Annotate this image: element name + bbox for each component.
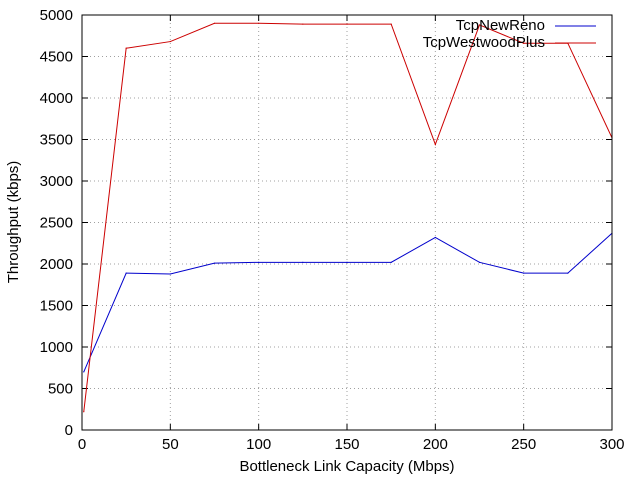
data-point-tcpnewreno — [83, 371, 85, 373]
x-tick-label: 0 — [78, 436, 86, 453]
legend-label: TcpWestwoodPlus — [423, 34, 545, 51]
tick-layer: 0500100015002000250030003500400045005000… — [40, 7, 625, 453]
data-point-tcpnewreno — [390, 261, 392, 263]
data-point-tcpwestwoodplus — [169, 40, 171, 43]
data-point-tcpnewreno — [125, 272, 127, 274]
data-point-tcpnewreno — [258, 261, 260, 263]
plot-frame — [81, 14, 613, 431]
data-point-tcpnewreno — [523, 272, 525, 274]
x-tick-label: 300 — [599, 436, 624, 453]
series-line-tcpwestwoodplus — [83, 22, 613, 412]
y-tick-label: 2500 — [40, 215, 73, 232]
x-tick-label: 250 — [511, 436, 536, 453]
data-point-tcpwestwoodplus — [434, 143, 436, 146]
data-point-tcpwestwoodplus — [346, 23, 348, 25]
series-line-tcpnewreno — [83, 232, 613, 373]
data-point-tcpnewreno — [434, 236, 436, 239]
data-point-tcpnewreno — [213, 262, 216, 264]
data-point-tcpwestwoodplus — [478, 24, 481, 26]
data-point-tcpnewreno — [567, 272, 569, 274]
data-point-tcpnewreno — [478, 261, 481, 263]
data-point-tcpwestwoodplus — [258, 22, 260, 24]
legend-label: TcpNewReno — [456, 17, 545, 34]
y-tick-label: 500 — [48, 381, 73, 398]
series-layer — [83, 22, 613, 413]
grid-layer — [82, 15, 612, 430]
x-axis-label: Bottleneck Link Capacity (Mbps) — [239, 458, 454, 475]
x-tick-label: 50 — [162, 436, 179, 453]
y-tick-label: 0 — [65, 422, 73, 439]
data-point-tcpnewreno — [169, 273, 171, 275]
x-tick-label: 100 — [246, 436, 271, 453]
y-tick-label: 5000 — [40, 7, 73, 24]
y-tick-label: 1000 — [40, 339, 73, 356]
x-tick-label: 200 — [423, 436, 448, 453]
y-axis-label: Throughput (kbps) — [5, 161, 22, 284]
data-point-tcpnewreno — [346, 261, 348, 263]
data-point-tcpwestwoodplus — [213, 22, 216, 24]
data-point-tcpwestwoodplus — [302, 23, 304, 25]
y-tick-label: 4000 — [40, 90, 73, 107]
y-tick-label: 2000 — [40, 256, 73, 273]
y-tick-label: 3000 — [40, 173, 73, 190]
data-point-tcpnewreno — [302, 261, 304, 263]
y-tick-label: 3500 — [40, 132, 73, 149]
data-point-tcpwestwoodplus — [390, 23, 392, 25]
y-tick-label: 1500 — [40, 298, 73, 315]
data-point-tcpwestwoodplus — [523, 42, 525, 44]
data-point-tcpwestwoodplus — [83, 411, 85, 413]
data-point-tcpwestwoodplus — [125, 47, 127, 49]
x-tick-label: 150 — [334, 436, 359, 453]
y-tick-label: 4500 — [40, 49, 73, 66]
